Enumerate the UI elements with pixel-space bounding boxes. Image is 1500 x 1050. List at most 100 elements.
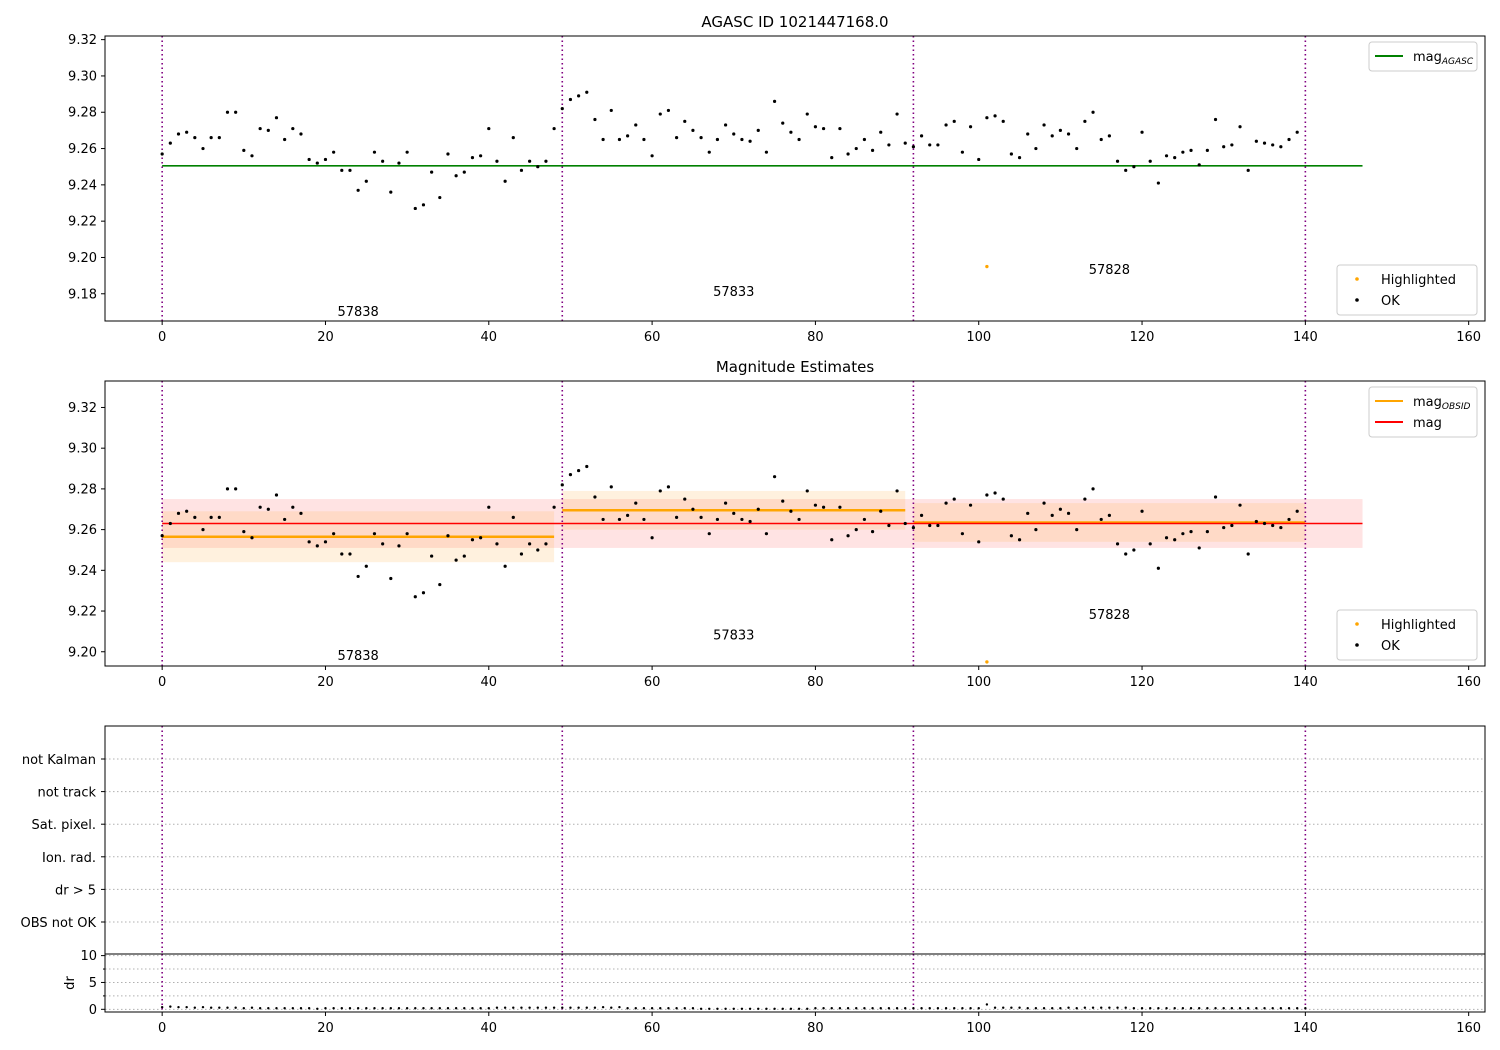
legend-frame [1368, 41, 1478, 72]
data-point [519, 168, 524, 172]
dr-point [1149, 1007, 1152, 1010]
data-point [732, 132, 736, 136]
data-point [846, 152, 850, 156]
data-point [405, 150, 409, 154]
data-point [683, 119, 687, 123]
y-tick-label: 9.22 [68, 605, 97, 620]
dr-point [1075, 1007, 1078, 1010]
dr-point [887, 1007, 891, 1010]
data-point [936, 523, 940, 528]
data-point [495, 159, 499, 163]
dr-point [773, 1007, 776, 1010]
data-point [503, 564, 507, 568]
y-tick-label: 9.32 [68, 401, 97, 416]
y-tick-label: 9.26 [68, 523, 97, 538]
data-point [430, 170, 434, 174]
data-point [854, 528, 858, 532]
data-point [1262, 141, 1267, 145]
data-point [266, 128, 270, 132]
x-tick-label: 80 [807, 675, 824, 690]
dr-point [977, 1007, 980, 1010]
data-point [340, 552, 344, 556]
dr-point [332, 1007, 335, 1010]
dr-point [316, 1007, 319, 1010]
dr-point [1059, 1007, 1062, 1010]
data-point [707, 532, 711, 536]
data-point [315, 544, 319, 548]
data-point [609, 485, 613, 489]
data-point [160, 152, 164, 156]
dr-point [1206, 1007, 1209, 1010]
data-point [560, 107, 564, 111]
dr-point [593, 1006, 597, 1009]
dr-point [160, 1005, 164, 1009]
legend: magAGASC [1368, 41, 1478, 72]
data-point [446, 152, 450, 156]
data-point [1262, 521, 1267, 526]
x-tick-label: 140 [1293, 1021, 1318, 1036]
dr-point [348, 1007, 352, 1010]
y-tick-label: 9.32 [68, 33, 97, 48]
dr-point [405, 1007, 409, 1010]
data-point [536, 165, 540, 169]
data-point [960, 532, 964, 536]
data-point [1189, 148, 1193, 152]
dr-point [356, 1007, 360, 1010]
dr-point [1124, 1006, 1127, 1009]
data-point [511, 136, 515, 140]
dr-point [814, 1007, 817, 1010]
dr-point [667, 1007, 670, 1010]
dr-point [1002, 1006, 1005, 1009]
data-point [1238, 125, 1242, 129]
data-point [560, 483, 564, 487]
data-point [993, 114, 997, 118]
data-point [1181, 532, 1185, 536]
data-point [454, 174, 458, 178]
data-point [479, 154, 483, 158]
dr-point [1263, 1007, 1266, 1010]
data-point [405, 532, 409, 536]
dr-point [471, 1007, 474, 1010]
dr-point [495, 1006, 499, 1009]
data-point [944, 501, 948, 505]
dr-point [389, 1007, 392, 1010]
data-point [1222, 145, 1226, 149]
flag-category-label: Ion. rad. [42, 851, 96, 866]
dr-point [365, 1007, 368, 1010]
dr-point [1108, 1006, 1111, 1009]
y-tick-label: 9.28 [68, 106, 97, 121]
data-point [674, 136, 679, 140]
data-point [715, 137, 720, 142]
data-point [952, 119, 956, 123]
dr-point [275, 1007, 278, 1010]
data-point [968, 503, 973, 507]
y-tick-label: 9.22 [68, 215, 97, 230]
data-point [364, 179, 368, 183]
y-tick-label: 9.24 [68, 178, 97, 193]
data-point [176, 511, 181, 515]
dr-point [218, 1006, 221, 1009]
dr-point [209, 1006, 213, 1009]
data-point [772, 475, 777, 479]
data-point [862, 137, 867, 142]
dr-point [1042, 1007, 1046, 1010]
data-point [217, 515, 221, 519]
legend-label: OK [1381, 294, 1400, 309]
dr-point [1173, 1007, 1176, 1010]
data-point [666, 485, 671, 489]
dr-point [520, 1006, 523, 1009]
data-point [389, 576, 393, 581]
data-point [1197, 163, 1201, 167]
data-point [1107, 513, 1111, 517]
data-point [666, 108, 671, 113]
data-point [813, 125, 818, 129]
data-point [1254, 139, 1258, 143]
legend-label: Highlighted [1381, 618, 1456, 633]
y-tick-label: 9.30 [68, 69, 97, 84]
data-point [748, 519, 752, 524]
dr-point [1304, 1007, 1307, 1010]
data-point [1246, 552, 1250, 556]
magnitude-estimates-plot: Magnitude Estimates 57838 57833 57828 0 20 40 6… [68, 358, 1486, 690]
obsid-label: 57833 [713, 628, 754, 643]
